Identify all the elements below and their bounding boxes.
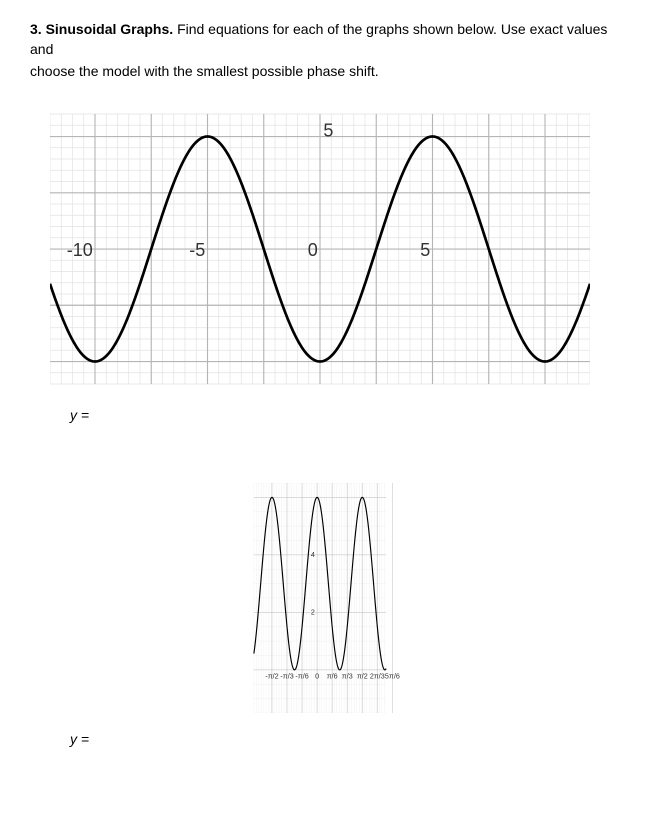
svg-text:2π/3: 2π/3 [370, 673, 385, 681]
svg-text:5: 5 [420, 240, 430, 260]
svg-text:4: 4 [311, 551, 315, 559]
svg-text:π/2: π/2 [357, 673, 368, 681]
svg-text:0: 0 [315, 673, 319, 681]
graph2-svg: -π/2-π/3-π/6 0 π/6 π/3 π/22π/35π/6 2 4 [50, 483, 590, 713]
answer-line-2: y = [70, 731, 621, 747]
graph1-container: -10 -5 0 5 5 [50, 109, 621, 389]
svg-text:5π/6: 5π/6 [385, 673, 400, 681]
prompt-part2: choose the model with the smallest possi… [30, 63, 621, 79]
svg-text:-π/3: -π/3 [280, 673, 293, 681]
graph1-svg: -10 -5 0 5 5 [50, 109, 590, 389]
problem-number: 3. [30, 21, 42, 37]
graph2-container: -π/2-π/3-π/6 0 π/6 π/3 π/22π/35π/6 2 4 [50, 483, 621, 713]
svg-text:2: 2 [311, 609, 315, 617]
svg-text:-5: -5 [189, 240, 205, 260]
svg-text:-π/6: -π/6 [295, 673, 308, 681]
problem-header: 3. Sinusoidal Graphs. Find equations for… [30, 20, 621, 59]
svg-text:-π/2: -π/2 [265, 673, 278, 681]
svg-text:0: 0 [308, 240, 318, 260]
answer-line-1: y = [70, 407, 621, 423]
svg-text:-10: -10 [67, 240, 93, 260]
svg-text:π/3: π/3 [342, 673, 353, 681]
svg-text:π/6: π/6 [327, 673, 338, 681]
answer-label-1: y = [70, 407, 89, 423]
answer-label-2: y = [70, 731, 89, 747]
problem-title: Sinusoidal Graphs. [46, 21, 174, 37]
svg-text:5: 5 [323, 121, 333, 141]
